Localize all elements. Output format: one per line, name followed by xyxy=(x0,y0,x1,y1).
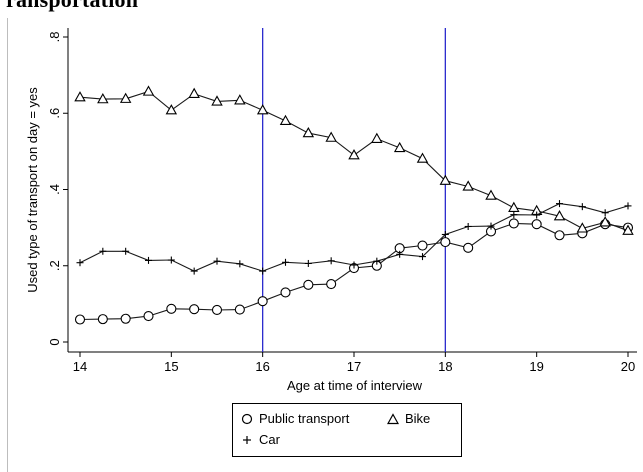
data-point-bike xyxy=(97,93,109,104)
x-tick-label: 14 xyxy=(73,359,87,374)
data-point-car xyxy=(190,267,198,275)
data-point-bike xyxy=(553,210,566,221)
x-tick-label: 20 xyxy=(621,359,635,374)
data-point-bike xyxy=(142,85,155,96)
y-tick-label: .8 xyxy=(47,32,62,43)
data-point-public-transport xyxy=(508,218,519,229)
data-point-bike xyxy=(485,189,497,200)
y-tick-label: .4 xyxy=(47,184,62,195)
data-point-bike xyxy=(348,149,360,160)
data-point-bike xyxy=(211,95,223,106)
data-point-public-transport xyxy=(531,219,542,230)
series-line-car xyxy=(79,203,629,272)
legend-label-public-transport: Public transport xyxy=(259,411,350,426)
data-point-bike xyxy=(325,131,337,142)
data-point-car xyxy=(578,203,586,211)
y-tick-label: .6 xyxy=(47,108,62,119)
data-point-bike xyxy=(119,92,132,103)
triangle-marker-icon xyxy=(387,412,399,424)
data-point-car xyxy=(487,222,495,230)
y-axis-title: Used type of transport on day = yes xyxy=(25,87,40,293)
data-point-car xyxy=(419,253,426,261)
data-point-public-transport xyxy=(143,311,154,322)
data-point-car xyxy=(76,259,84,267)
data-point-bike xyxy=(302,126,315,138)
left-divider xyxy=(7,18,8,472)
data-point-bike xyxy=(371,132,383,143)
data-point-bike xyxy=(74,91,86,102)
data-point-public-transport xyxy=(303,279,314,290)
data-point-car xyxy=(533,211,541,219)
legend-item-car: Car xyxy=(241,432,280,447)
data-point-car xyxy=(282,258,289,266)
legend-label-car: Car xyxy=(259,432,280,447)
data-point-car xyxy=(122,247,130,255)
data-point-public-transport xyxy=(120,313,131,324)
data-point-car xyxy=(236,260,244,268)
data-point-car xyxy=(304,259,312,267)
data-point-car xyxy=(624,202,632,210)
data-point-public-transport xyxy=(326,278,337,290)
data-point-bike xyxy=(279,114,292,126)
data-point-car xyxy=(167,256,175,264)
data-point-bike xyxy=(416,152,429,163)
x-tick-label: 19 xyxy=(529,359,543,374)
data-point-car xyxy=(396,250,404,258)
data-point-public-transport xyxy=(189,304,200,315)
legend-item-public-transport: Public transport xyxy=(241,411,349,426)
data-point-public-transport xyxy=(463,242,474,253)
series-line-bike xyxy=(79,90,629,232)
y-tick-label: .2 xyxy=(47,260,62,271)
data-point-car xyxy=(145,256,152,264)
data-point-car xyxy=(327,257,335,265)
line-chart: 0 .2 .4 .6 .8 14 15 16 17 18 19 20 Age at time of in… xyxy=(25,28,637,393)
data-point-bike xyxy=(234,94,246,105)
y-tick-label: 0 xyxy=(47,338,62,345)
data-point-car xyxy=(510,211,518,219)
data-point-bike xyxy=(599,216,611,227)
data-point-car xyxy=(259,267,267,275)
data-point-public-transport xyxy=(211,304,223,316)
data-point-public-transport xyxy=(554,230,565,241)
data-point-bike xyxy=(188,87,200,98)
data-point-bike xyxy=(439,174,452,185)
data-point-public-transport xyxy=(440,237,451,248)
data-point-car xyxy=(464,222,472,230)
x-axis-title: Age at time of interview xyxy=(287,378,423,393)
data-point-car xyxy=(99,247,107,255)
data-point-car xyxy=(213,257,221,265)
data-point-bike xyxy=(508,201,520,212)
data-point-public-transport xyxy=(417,240,428,251)
plus-marker-icon xyxy=(243,435,251,444)
data-point-car xyxy=(601,209,609,217)
data-point-public-transport xyxy=(257,296,268,307)
legend-item-bike: Bike xyxy=(387,411,430,426)
data-point-bike xyxy=(165,104,178,115)
legend-label-bike: Bike xyxy=(405,411,431,426)
data-point-public-transport xyxy=(280,287,291,298)
data-point-public-transport xyxy=(74,314,86,325)
data-point-public-transport xyxy=(97,314,108,325)
x-tick-label: 16 xyxy=(255,359,269,374)
data-point-bike xyxy=(393,141,406,153)
data-point-bike xyxy=(576,222,589,233)
x-tick-label: 17 xyxy=(347,359,361,374)
x-tick-label: 18 xyxy=(438,359,452,374)
data-point-public-transport xyxy=(234,304,245,315)
data-point-bike xyxy=(622,224,634,235)
data-point-bike xyxy=(256,104,269,115)
page-title: ransportation xyxy=(6,0,138,13)
data-point-car xyxy=(441,230,449,238)
data-point-public-transport xyxy=(166,303,177,314)
data-point-car xyxy=(350,261,358,269)
x-tick-label: 15 xyxy=(164,359,178,374)
data-point-car xyxy=(556,200,563,208)
chart-legend: Public transport Bike Car xyxy=(232,403,462,457)
circle-marker-icon xyxy=(241,413,253,424)
data-point-bike xyxy=(462,180,474,191)
data-point-car xyxy=(373,257,381,265)
